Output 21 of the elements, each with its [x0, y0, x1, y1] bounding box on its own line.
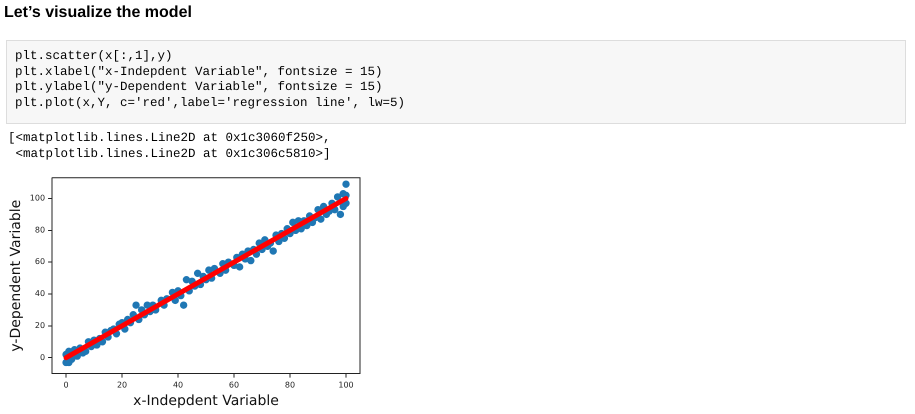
text: plt.ylabel("y-Dependent Variable", fontsize = 15) [15, 80, 383, 94]
text: plt.scatter(x[:,1],y) [15, 49, 173, 63]
x-tick-label: 80 [284, 380, 296, 390]
y-axis-title: y-Dependent Variable [8, 200, 24, 352]
text: plt.xlabel("x-Indepdent Variable", fontsize = 15) [15, 64, 383, 78]
y-tick-label: 20 [34, 320, 46, 330]
x-tick-label: 20 [116, 380, 128, 390]
y-tick-label: 40 [34, 289, 46, 298]
y-tick-label: 100 [30, 194, 46, 203]
text: <matplotlib.lines.Line2D at 0x1c306c5810>] [16, 146, 331, 160]
x-tick-label: 100 [338, 380, 354, 390]
x-axis-title: x-Indepdent Variable [133, 393, 279, 410]
x-tick-label: 40 [172, 380, 184, 390]
chart-title: Let’s visualize the model [4, 4, 192, 22]
text: [<matplotlib.lines.Line2D at 0x1c3060f250>, [8, 131, 331, 145]
x-tick-label: 0 [64, 380, 69, 390]
x-tick-label: 60 [228, 380, 240, 390]
y-tick-label: 60 [34, 257, 46, 266]
y-tick-label: 0 [40, 352, 46, 362]
text: plt.plot(x,Y, c='red',label='regression line', lw=5) [15, 96, 406, 110]
y-tick-label: 80 [34, 225, 46, 234]
